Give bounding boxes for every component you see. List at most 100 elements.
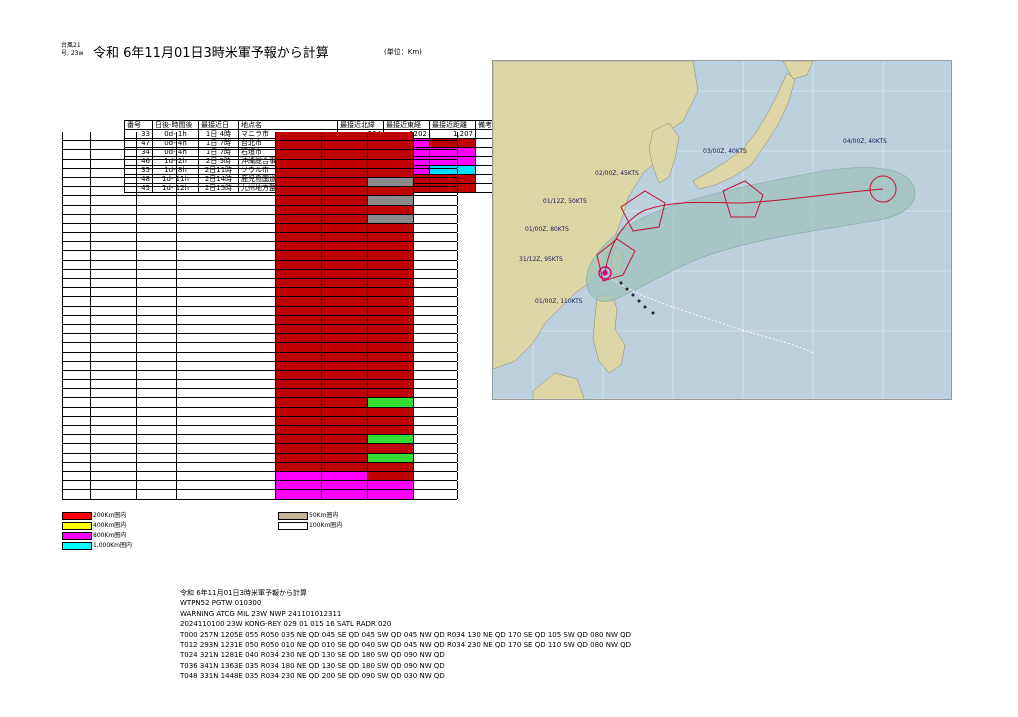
table-cell — [177, 251, 276, 260]
table-cell — [276, 205, 322, 214]
table-cell — [368, 223, 414, 233]
legend-label: 1,000Km圏内 — [93, 542, 132, 549]
table-cell — [368, 380, 414, 389]
table-cell — [414, 426, 458, 435]
table-cell — [276, 242, 322, 251]
legend-label: 400Km圏内 — [93, 522, 127, 529]
table-row — [62, 223, 458, 234]
legend-swatch — [278, 522, 308, 530]
table-cell — [137, 324, 177, 334]
table-cell — [368, 490, 414, 499]
table-cell — [414, 214, 458, 223]
table-cell — [63, 297, 91, 306]
table-cell — [276, 444, 322, 453]
table-cell — [91, 462, 137, 471]
table-row — [62, 343, 458, 353]
warning-message: 令和 6年11月01日3時米軍予報から計算 WTPN52 PGTW 010300 W… — [180, 588, 631, 682]
table-cell — [91, 150, 137, 159]
table-cell — [414, 260, 458, 269]
table-row — [62, 306, 458, 316]
land-borneo — [532, 372, 585, 399]
table-cell — [414, 435, 458, 444]
forecast-label: 31/12Z, 95KTS — [519, 256, 563, 263]
table-cell — [177, 187, 276, 196]
table-cell — [368, 233, 414, 242]
table-cell — [177, 471, 276, 481]
table-cell — [276, 159, 322, 168]
table-cell — [276, 279, 322, 288]
table-cell — [91, 334, 137, 343]
table-cell — [63, 251, 91, 260]
table-cell — [414, 361, 458, 370]
table-row — [62, 407, 458, 417]
table-cell — [276, 297, 322, 306]
table-cell — [63, 269, 91, 278]
table-cell — [137, 251, 177, 260]
table-row — [62, 462, 458, 472]
table-cell — [414, 223, 458, 233]
table-cell — [63, 242, 91, 251]
table-cell — [63, 177, 91, 187]
table-cell — [137, 343, 177, 352]
table-cell — [137, 398, 177, 407]
table-cell — [63, 187, 91, 196]
table-cell — [63, 260, 91, 269]
table-cell — [91, 279, 137, 288]
table-cell — [322, 407, 368, 416]
table-cell — [368, 260, 414, 269]
table-cell — [322, 269, 368, 278]
table-cell — [368, 177, 414, 187]
legend-entry: 50Km圏内 — [278, 512, 338, 520]
legend-swatch — [278, 512, 308, 520]
forecast-label: 01/12Z, 50KTS — [543, 198, 587, 205]
table-cell — [276, 269, 322, 278]
table-cell — [368, 187, 414, 196]
table-cell — [63, 150, 91, 159]
table-cell — [63, 315, 91, 324]
table-cell — [137, 334, 177, 343]
table-cell — [177, 324, 276, 334]
table-cell — [276, 324, 322, 334]
table-cell — [63, 334, 91, 343]
table-cell — [414, 251, 458, 260]
table-cell — [177, 352, 276, 361]
legend-swatch — [62, 512, 92, 520]
table-cell — [414, 168, 458, 177]
col-header-place: 地点名 — [238, 120, 338, 130]
table-cell — [276, 214, 322, 223]
table-cell — [322, 370, 368, 380]
table-cell — [368, 242, 414, 251]
table-cell — [368, 407, 414, 416]
legend-label: 200Km圏内 — [93, 512, 127, 519]
table-cell — [137, 279, 177, 288]
table-cell — [276, 361, 322, 370]
table-cell — [137, 159, 177, 168]
table-cell — [63, 205, 91, 214]
table-cell — [276, 416, 322, 425]
table-cell — [137, 242, 177, 251]
table-cell — [91, 177, 137, 187]
table-cell — [91, 141, 137, 150]
table-cell — [63, 471, 91, 481]
table-cell — [322, 251, 368, 260]
table-cell — [276, 398, 322, 407]
table-header-row: 番号 日後-時間後 最接近日 地点名 最接近北緯 最接近東経 最接近距離 備考 — [124, 120, 520, 130]
table-cell — [137, 150, 177, 159]
legend-entry: 400Km圏内 — [62, 522, 126, 530]
table-cell — [63, 159, 91, 168]
table-cell — [137, 407, 177, 416]
table-cell — [322, 334, 368, 343]
table-cell — [91, 242, 137, 251]
land-japan — [692, 72, 796, 190]
table-cell — [137, 462, 177, 471]
table-cell — [368, 279, 414, 288]
table-cell — [137, 361, 177, 370]
table-cell — [63, 444, 91, 453]
table-cell — [368, 370, 414, 380]
table-row — [62, 205, 458, 215]
table-cell — [63, 407, 91, 416]
table-cell — [177, 370, 276, 380]
table-cell — [368, 471, 414, 481]
table-cell — [91, 361, 137, 370]
table-row — [62, 416, 458, 426]
